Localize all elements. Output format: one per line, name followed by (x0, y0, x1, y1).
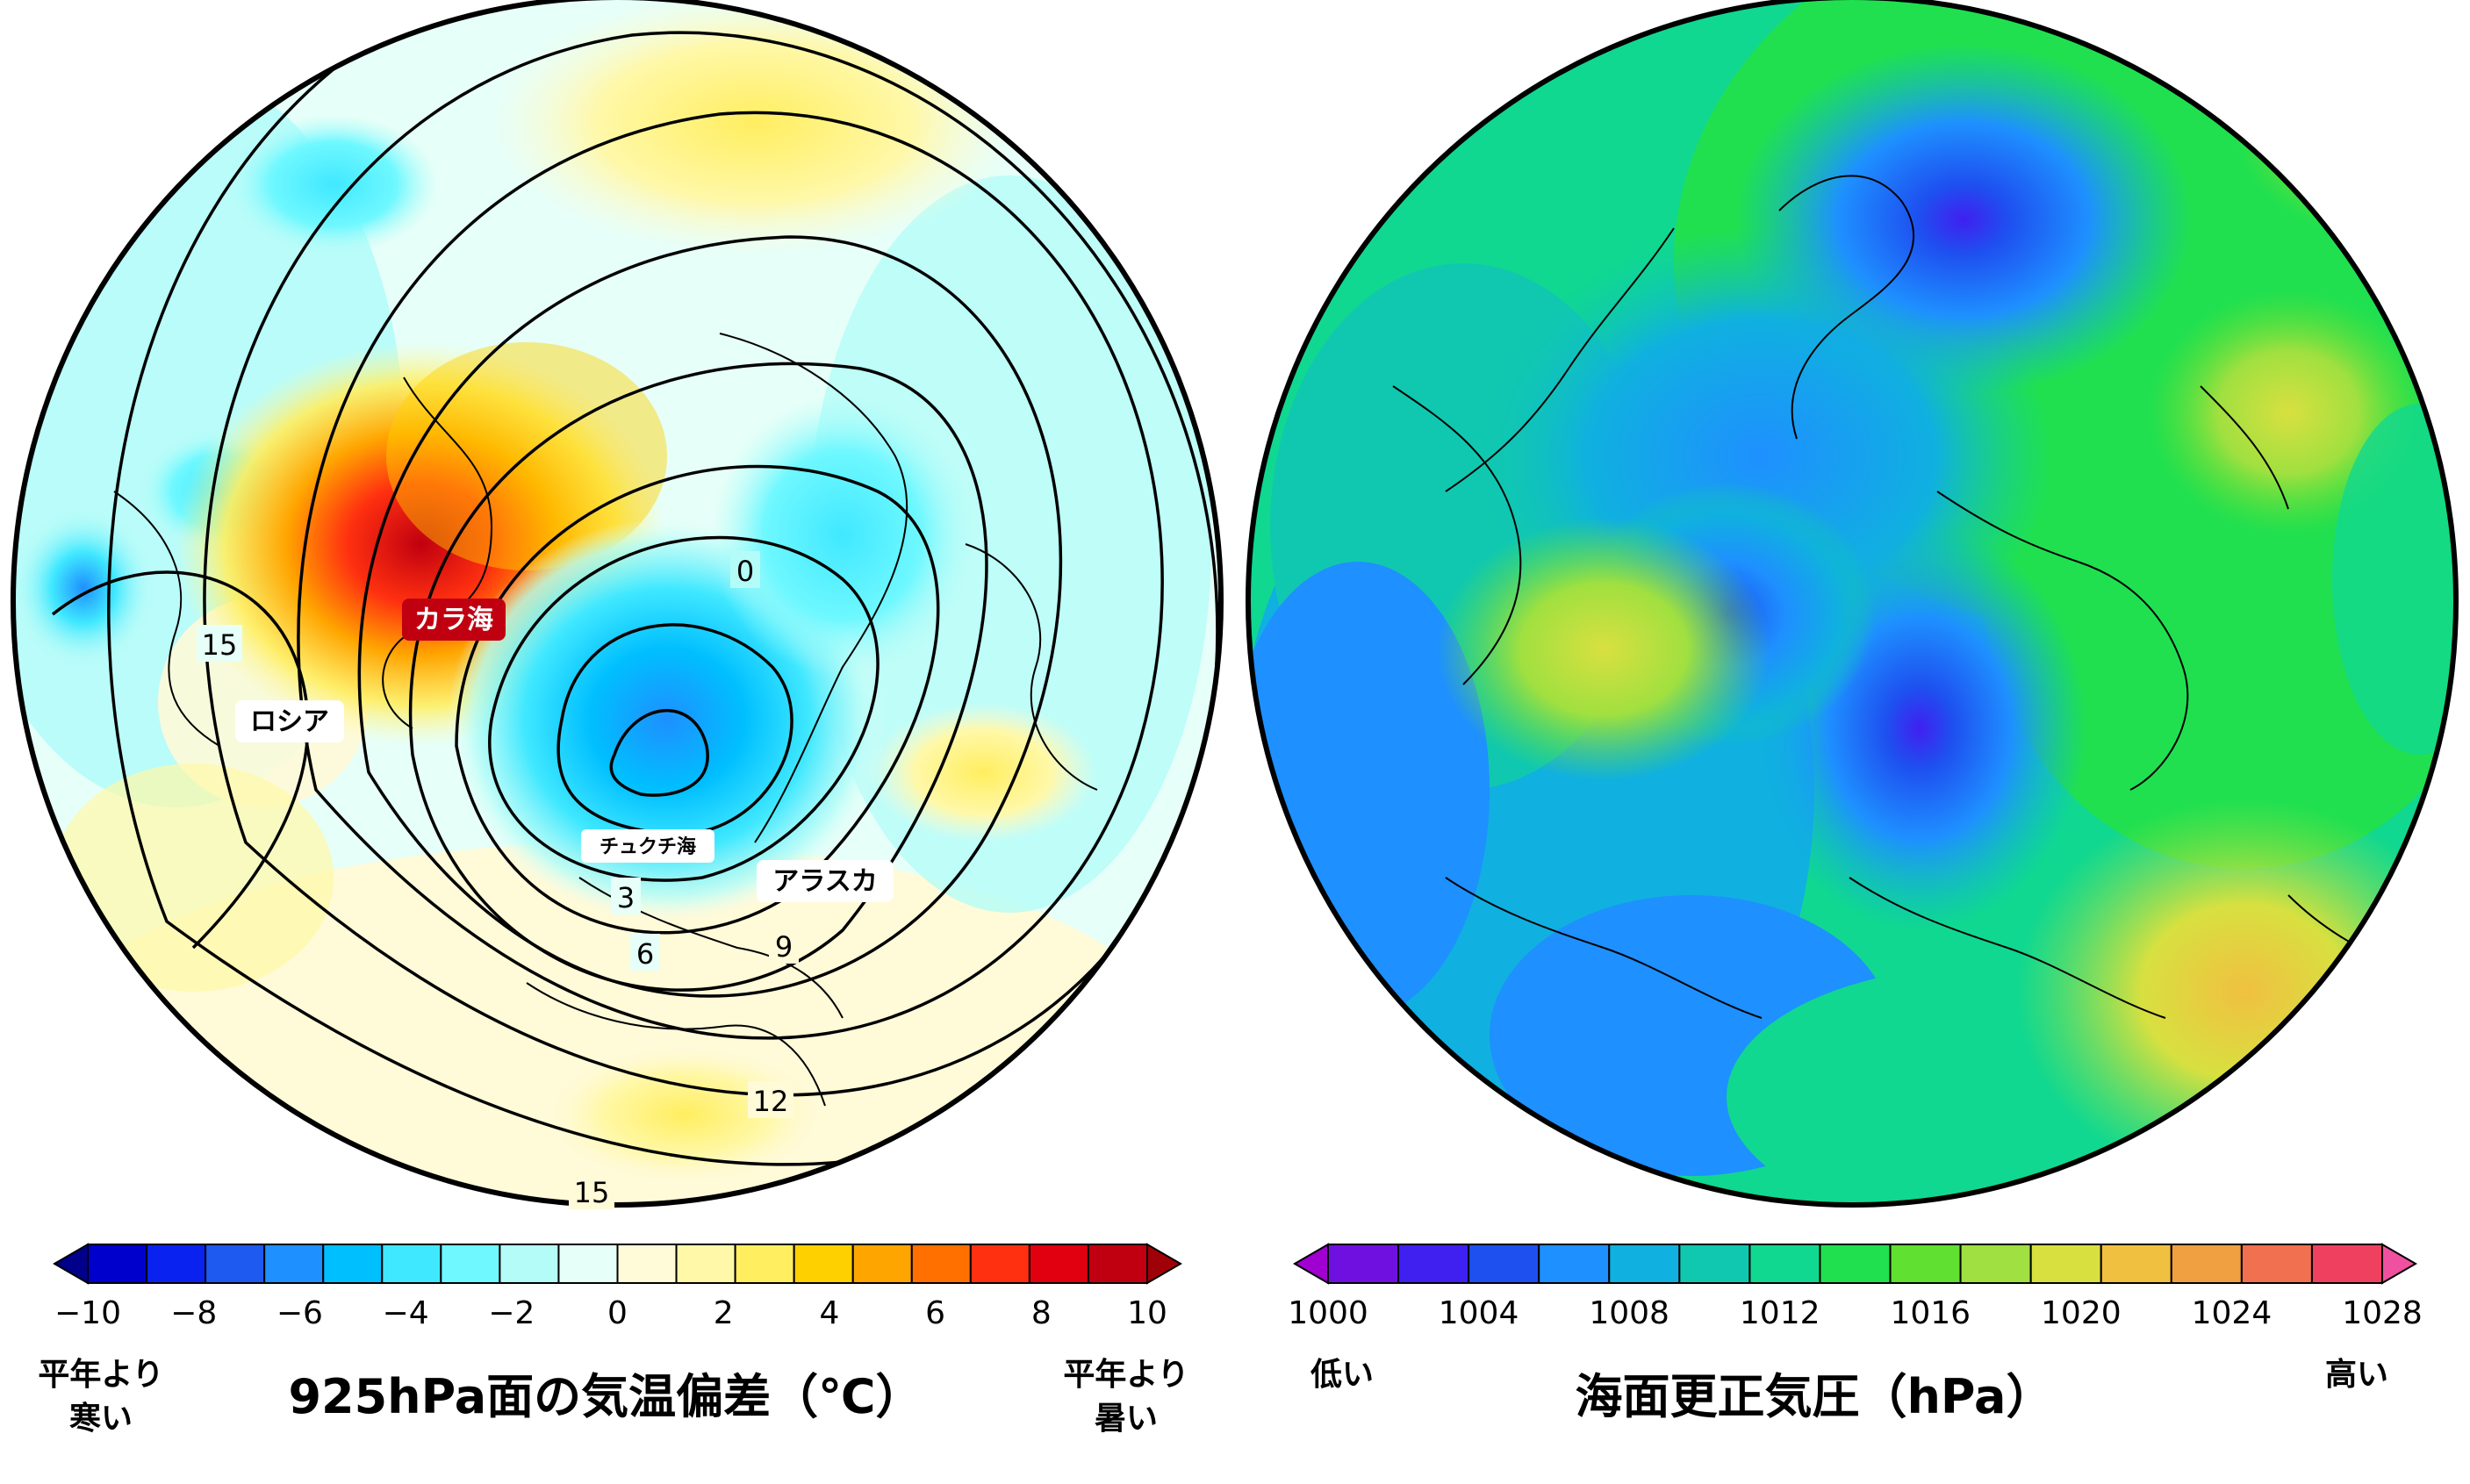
temp-colorbar-tick-label: 10 (1127, 1295, 1167, 1331)
pressure-colorbar-tick-label: 1012 (1740, 1295, 1820, 1331)
sea-level-pressure-panel: 1000 1004 1008 1012 1016 1020 1024 1028 低い 高い 海… (1235, 0, 2470, 1484)
temperature-colorbar: −10 −8 −6 −4 −2 0 2 4 6 8 10 (53, 1243, 1182, 1331)
right-map-title: 海面更正気圧（hPa） (1575, 1369, 2053, 1424)
temp-colorbar-swatch (440, 1244, 501, 1284)
temp-colorbar-swatch (322, 1244, 384, 1284)
legend-low: 低い (1310, 1357, 1374, 1393)
pressure-colorbar-swatch (1959, 1244, 2032, 1284)
temp-colorbar-swatch (381, 1244, 442, 1284)
coastlines (1392, 175, 2395, 1019)
pressure-colorbar-tick-label: 1008 (1589, 1295, 1669, 1331)
contour-label-12: 12 (753, 1085, 789, 1118)
pressure-colorbar-swatch (2170, 1244, 2243, 1284)
contour-label-15-west: 15 (202, 628, 238, 662)
contour-label-0: 0 (736, 555, 754, 588)
legend-cold-line1: 平年より (38, 1357, 163, 1393)
contour-label-15-south: 15 (574, 1176, 610, 1209)
temp-colorbar-swatch (616, 1244, 678, 1284)
pressure-colorbar-swatch (1327, 1244, 1400, 1284)
pressure-colorbar-swatch (2310, 1244, 2384, 1284)
temp-colorbar-swatch (1028, 1244, 1089, 1284)
temp-colorbar-tick-label: −2 (488, 1295, 535, 1331)
pressure-colorbar-tick-label: 1024 (2192, 1295, 2273, 1331)
temp-colorbar-tick-label: −6 (276, 1295, 323, 1331)
temp-colorbar-arrow-low (53, 1243, 89, 1285)
pressure-field (1248, 0, 2456, 1205)
pressure-colorbar-arrow-high (2381, 1243, 2417, 1285)
temp-colorbar-swatch (969, 1244, 1030, 1284)
temp-colorbar-tick-label: −10 (54, 1295, 121, 1331)
contour-label-6: 6 (636, 937, 654, 971)
contour-labels: 0 3 6 9 12 15 15 (197, 551, 799, 1209)
label-chukchi-sea: チュクチ海 (600, 835, 696, 858)
temp-colorbar-swatch (910, 1244, 972, 1284)
pressure-colorbar-tick-label: 1028 (2342, 1295, 2423, 1331)
pressure-colorbar-swatch (2240, 1244, 2313, 1284)
temp-colorbar-swatch (675, 1244, 736, 1284)
map-border (1246, 0, 2459, 1208)
contour-label-9: 9 (775, 930, 793, 964)
label-alaska: アラスカ (772, 866, 877, 897)
legend-cold-line2: 寒い (69, 1401, 133, 1437)
temp-colorbar-swatch (263, 1244, 325, 1284)
left-map-title: 925hPa面の気温偏差（℃） (288, 1369, 923, 1424)
legend-warm-line1: 平年より (1063, 1357, 1188, 1393)
temp-colorbar-tick-label: 2 (714, 1295, 734, 1331)
temperature-anomaly-map: カラ海 ロシア チュクチ海 アラスカ 0 3 6 9 12 15 15 (11, 0, 1224, 1437)
pressure-colorbar-swatch (2100, 1244, 2172, 1284)
pressure-colorbar-tick-label: 1000 (1288, 1295, 1368, 1331)
pressure-colorbar-swatch (1748, 1244, 1821, 1284)
pressure-colorbar-swatch (1608, 1244, 1681, 1284)
temp-colorbar-swatch (146, 1244, 207, 1284)
pressure-colorbar-swatch (1538, 1244, 1611, 1284)
temp-colorbar-tick-label: −8 (170, 1295, 217, 1331)
temp-colorbar-tick-label: 4 (819, 1295, 839, 1331)
temp-colorbar-swatch (1087, 1244, 1149, 1284)
pressure-colorbar-swatch (1678, 1244, 1751, 1284)
legend-warm-line2: 暑い (1095, 1401, 1158, 1437)
pressure-colorbar: 1000 1004 1008 1012 1016 1020 1024 1028 (1288, 1243, 2423, 1331)
pressure-colorbar-arrow-low (1293, 1243, 1329, 1285)
temp-colorbar-arrow-high (1146, 1243, 1182, 1285)
pressure-colorbar-swatch (1468, 1244, 1540, 1284)
temperature-anomaly-panel: カラ海 ロシア チュクチ海 アラスカ 0 3 6 9 12 15 15 (11, 0, 1224, 1437)
label-russia: ロシア (250, 706, 329, 737)
temp-colorbar-tick-label: 0 (607, 1295, 628, 1331)
pressure-colorbar-swatch (1819, 1244, 1892, 1284)
temp-colorbar-tick-label: 8 (1031, 1295, 1052, 1331)
map-border (11, 0, 1224, 1208)
pressure-colorbar-swatch (1397, 1244, 1470, 1284)
region-labels: カラ海 ロシア チュクチ海 アラスカ (235, 599, 894, 902)
legend-high: 高い (2325, 1357, 2388, 1393)
temp-colorbar-swatch (499, 1244, 560, 1284)
temp-colorbar-swatch (793, 1244, 854, 1284)
temp-colorbar-tick-label: 6 (925, 1295, 945, 1331)
label-kara-sea: カラ海 (414, 605, 493, 635)
temp-colorbar-tick-label: −4 (383, 1295, 429, 1331)
temp-colorbar-swatch (734, 1244, 795, 1284)
temp-colorbar-swatch (557, 1244, 619, 1284)
contour-label-3: 3 (617, 881, 635, 914)
anomaly-field (13, 0, 1221, 1205)
sea-level-pressure-map: 1000 1004 1008 1012 1016 1020 1024 1028 低い 高い 海… (1246, 0, 2459, 1424)
pressure-colorbar-swatch (1889, 1244, 1962, 1284)
temp-colorbar-swatch (205, 1244, 266, 1284)
pressure-colorbar-tick-label: 1016 (1890, 1295, 1971, 1331)
pressure-colorbar-tick-label: 1004 (1439, 1295, 1519, 1331)
temp-colorbar-swatch (87, 1244, 148, 1284)
temp-colorbar-swatch (851, 1244, 913, 1284)
pressure-colorbar-swatch (2029, 1244, 2102, 1284)
pressure-colorbar-tick-label: 1020 (2041, 1295, 2122, 1331)
